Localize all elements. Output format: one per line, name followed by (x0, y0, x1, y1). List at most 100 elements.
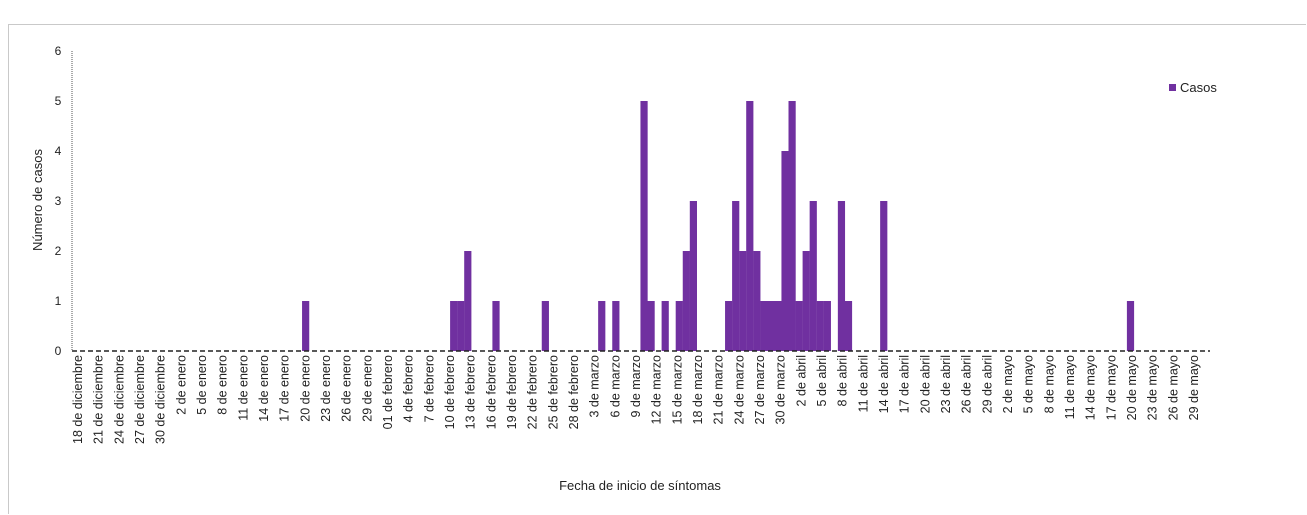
bar-2020-01-08 (302, 301, 310, 351)
bar-group (302, 101, 1135, 351)
x-tick-label: 6 de marzo (608, 355, 622, 418)
x-tick-label: 28 de febrero (567, 355, 581, 429)
bar-2020-01-29 (450, 301, 458, 351)
x-tick-label: 2 de abril (794, 355, 808, 406)
x-tick-label: 29 de abril (980, 355, 994, 413)
x-tick-label: 25 de febrero (546, 355, 560, 429)
bar-2020-03-13 (760, 301, 768, 351)
bar-2020-03-19 (802, 251, 810, 351)
y-tick-label: 3 (55, 194, 62, 208)
bar-2020-03-18 (795, 301, 803, 351)
bar-2020-05-04 (1126, 301, 1135, 351)
y-tick-label: 5 (55, 94, 62, 108)
x-tick-label: 20 de mayo (1125, 355, 1139, 420)
x-tick-label: 19 de febrero (505, 355, 519, 429)
x-tick-label: 23 de abril (939, 355, 953, 413)
y-tick-label: 2 (55, 244, 62, 258)
bar-2020-03-30 (880, 201, 888, 351)
x-tick-label: 17 de enero (278, 355, 292, 422)
x-tick-label: 24 de marzo (732, 355, 746, 425)
x-tick-label: 14 de enero (257, 355, 271, 422)
x-tick-label: 18 de marzo (691, 355, 705, 425)
y-tick-labels: 0 1 2 3 4 5 6 (55, 44, 62, 358)
x-tick-label: 27 de diciembre (133, 355, 147, 444)
x-tick-label: 14 de abril (877, 355, 891, 413)
bar-2020-03-10 (739, 251, 747, 351)
legend-label-casos: Casos (1180, 80, 1217, 95)
x-tick-label: 15 de marzo (670, 355, 684, 425)
x-tick-label: 10 de febrero (443, 355, 457, 429)
bar-2020-03-08 (725, 301, 733, 351)
bar-2020-03-12 (753, 251, 761, 351)
bar-2020-01-31 (464, 251, 472, 351)
bar-2020-03-20 (809, 201, 817, 351)
x-tick-label: 4 de febrero (402, 355, 416, 422)
bar-2020-03-25 (844, 301, 853, 351)
x-tick-label: 5 de mayo (1022, 355, 1036, 413)
bar-2020-03-16 (781, 151, 789, 351)
y-tick-label: 1 (55, 294, 62, 308)
x-axis-label: Fecha de inicio de síntomas (559, 478, 721, 493)
bar-2020-03-03 (689, 201, 697, 351)
x-tick-label: 12 de marzo (650, 355, 664, 425)
bar-2020-02-26 (647, 301, 655, 351)
x-tick-label: 11 de mayo (1063, 355, 1077, 419)
bar-2020-02-19 (598, 301, 606, 351)
y-tick-label: 6 (55, 44, 62, 58)
x-tick-label: 26 de enero (340, 355, 354, 422)
x-tick-label: 29 de enero (360, 355, 374, 422)
bar-2020-02-11 (541, 301, 549, 351)
x-tick-label: 26 de mayo (1166, 355, 1180, 420)
x-tick-label: 5 de enero (195, 355, 209, 415)
y-tick-label: 0 (55, 344, 62, 358)
y-axis-label: Número de casos (30, 149, 45, 251)
x-tick-label: 23 de mayo (1146, 355, 1160, 420)
x-tick-label: 24 de diciembre (112, 355, 126, 444)
x-tick-label: 21 de marzo (712, 355, 726, 425)
x-tick-label: 11 de enero (236, 355, 250, 421)
bar-2020-03-15 (774, 301, 782, 351)
x-tick-label: 2 de mayo (1001, 355, 1015, 413)
bar-2020-01-30 (457, 301, 465, 351)
x-tick-label: 17 de abril (898, 355, 912, 413)
x-tick-label: 27 de marzo (753, 355, 767, 425)
x-tick-label: 14 de mayo (1084, 355, 1098, 420)
x-tick-label: 26 de abril (960, 355, 974, 413)
x-tick-label: 18 de diciembre (71, 355, 85, 444)
x-tick-label: 20 de enero (298, 355, 312, 422)
x-tick-label: 17 de mayo (1104, 355, 1118, 420)
bar-2020-03-21 (816, 301, 824, 351)
x-tick-label: 11 de abril (856, 355, 870, 412)
x-tick-label: 16 de febrero (484, 355, 498, 429)
x-tick-label: 22 de febrero (526, 355, 540, 429)
bar-2020-02-28 (661, 301, 669, 351)
bar-2020-02-04 (492, 301, 500, 351)
legend-swatch (1169, 84, 1176, 91)
x-tick-label: 30 de marzo (774, 355, 788, 425)
legend: Casos (1169, 80, 1217, 95)
x-tick-label: 9 de marzo (629, 355, 643, 418)
bar-2020-03-01 (675, 301, 683, 351)
chart-frame (8, 24, 1306, 514)
x-tick-label: 30 de diciembre (154, 355, 168, 444)
bar-2020-03-11 (746, 101, 754, 351)
bar-2020-03-09 (732, 201, 740, 351)
bar-2020-03-02 (682, 251, 690, 351)
x-tick-labels: 18 de diciembre 21 de diciembre 24 de dici… (71, 355, 1201, 444)
bar-2020-03-17 (788, 101, 796, 351)
x-tick-label: 13 de febrero (464, 355, 478, 429)
x-tick-label: 21 de diciembre (92, 355, 106, 444)
x-tick-label: 5 de abril (815, 355, 829, 406)
x-tick-label: 3 de marzo (588, 355, 602, 418)
y-tick-label: 4 (55, 144, 62, 158)
bar-2020-02-25 (640, 101, 648, 351)
x-tick-label: 7 de febrero (422, 355, 436, 422)
axes-group (71, 51, 1210, 352)
bar-2020-03-22 (823, 301, 831, 351)
x-tick-label: 01 de febrero (381, 355, 395, 429)
x-tick-label: 8 de mayo (1042, 355, 1056, 413)
bar-2020-03-14 (767, 301, 775, 351)
bar-2020-03-24 (837, 201, 846, 351)
bar-2020-02-21 (612, 301, 620, 351)
